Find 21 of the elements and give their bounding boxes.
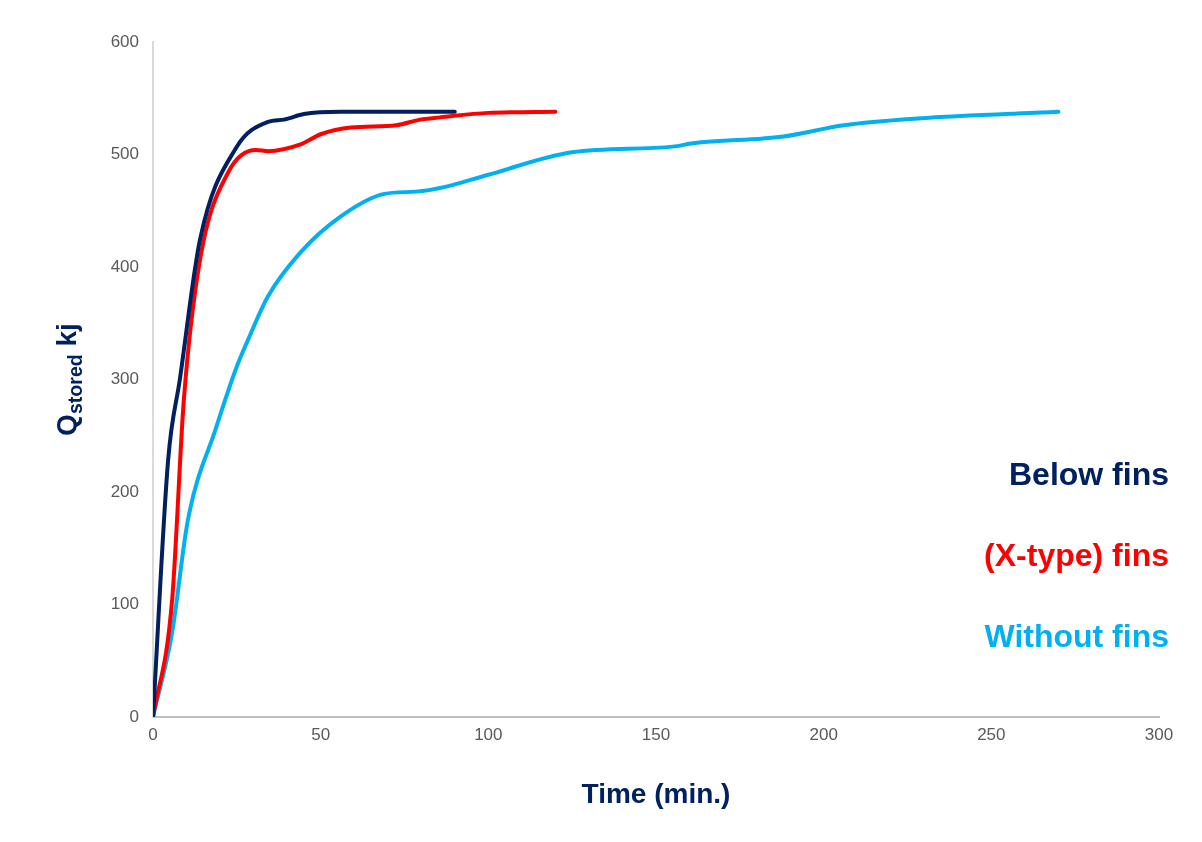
x-tick-label: 200 [809,724,838,744]
x-tick-label: 100 [474,724,503,744]
x-tick-label: 300 [1144,724,1174,744]
y-tick-label: 100 [110,594,139,614]
x-axis-title: Time (min.) [581,777,731,809]
line-series [153,109,558,717]
text: Below fins [1008,455,1169,492]
y-tick-label: 400 [110,256,139,276]
x-tick-label: 0 [148,724,158,744]
text: Without fins [984,617,1169,654]
y-tick-label: 300 [110,369,139,389]
y-tick-label: 600 [110,31,139,51]
y-tick-label: 500 [110,144,139,164]
x-tick-label: 250 [977,724,1006,744]
text: (X-type) fins [984,536,1169,573]
y-axis-title: Qstored kj [50,323,86,436]
y-tick-label: 0 [129,706,139,726]
y-tick-label: 200 [110,481,139,501]
line-series [153,109,457,717]
x-tick-label: 50 [311,724,331,744]
x-tick-label: 150 [641,724,671,744]
